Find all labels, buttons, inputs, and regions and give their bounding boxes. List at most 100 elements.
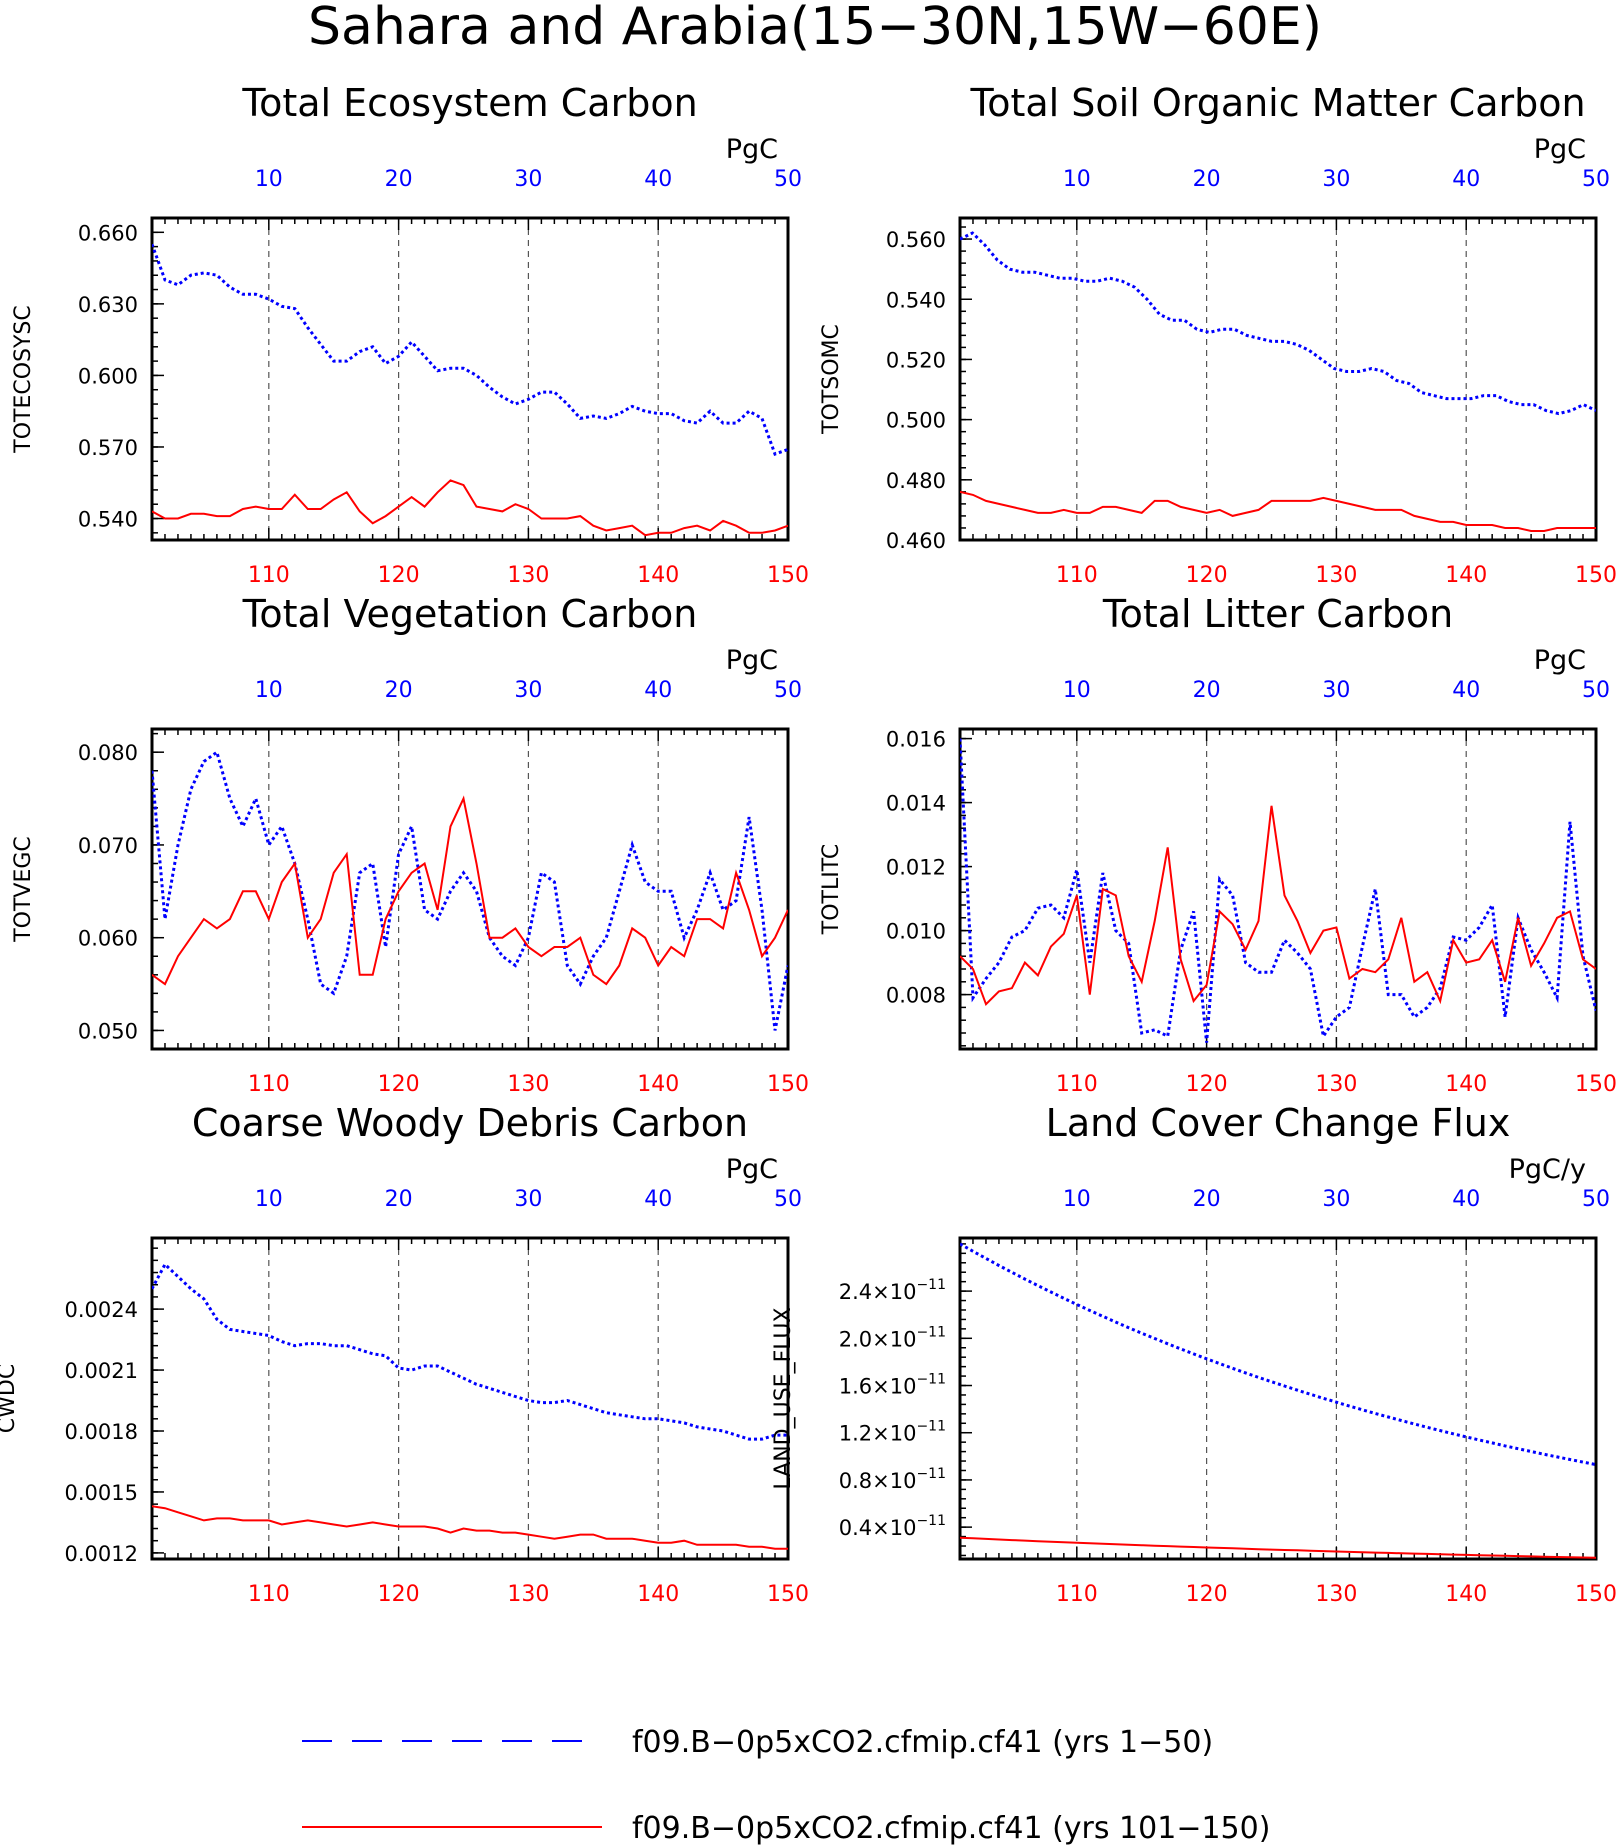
left-tick-label: 0.630: [78, 293, 138, 317]
plot-frame: [152, 218, 788, 540]
bottom-tick-label: 110: [1056, 1072, 1098, 1097]
unit-label: PgC/y: [1509, 1154, 1586, 1185]
top-tick-label: 50: [774, 678, 802, 703]
left-tick-label: 0.600: [78, 364, 138, 388]
left-tick-label: 0.0018: [65, 1420, 138, 1444]
tick-exponent: −11: [916, 1466, 946, 1482]
plot-frame: [960, 1238, 1596, 1559]
bottom-tick-label: 130: [1315, 563, 1357, 588]
tick-mantissa: 1.6×10: [839, 1375, 917, 1399]
left-tick-label: 0.014: [886, 792, 946, 816]
top-tick-label: 40: [644, 678, 672, 703]
bottom-tick-label: 110: [248, 1072, 290, 1097]
left-tick-label: 0.010: [886, 920, 946, 944]
top-tick-label: 40: [1452, 167, 1480, 192]
panel-title: Coarse Woody Debris Carbon: [192, 1101, 748, 1145]
top-tick-label: 10: [255, 678, 283, 703]
top-tick-label: 10: [1063, 1187, 1091, 1212]
chart-panel-3: Total Vegetation Carbon PgC 10 20 30 40 50 110 1…: [11, 592, 809, 1097]
y-axis-label: CWDC: [0, 1364, 20, 1433]
series-line-yrs-101-150: [152, 480, 788, 535]
bottom-tick-label: 140: [1445, 1582, 1487, 1607]
tick-mantissa: 0.8×10: [839, 1469, 917, 1493]
bottom-tick-label: 120: [1186, 563, 1228, 588]
bottom-tick-label: 120: [378, 1072, 420, 1097]
top-tick-label: 30: [1322, 167, 1350, 192]
panel-title: Land Cover Change Flux: [1046, 1101, 1511, 1145]
bottom-tick-label: 130: [1315, 1582, 1357, 1607]
unit-label: PgC: [726, 134, 778, 165]
series-line-yrs-1-50: [152, 1264, 788, 1439]
left-tick-label: 0.050: [78, 1019, 138, 1043]
chart-panel-4: Total Litter Carbon PgC 10 20 30 40 50 110 120 13…: [819, 592, 1617, 1097]
top-tick-label: 30: [514, 167, 542, 192]
top-tick-label: 50: [774, 167, 802, 192]
series-line-yrs-1-50: [960, 1244, 1596, 1465]
panel-title: Total Vegetation Carbon: [242, 592, 698, 636]
left-tick-label: 0.560: [886, 228, 946, 252]
tick-exponent: −11: [916, 1324, 946, 1340]
plot-frame: [152, 1238, 788, 1559]
y-axis-label: TOTSOMC: [819, 324, 844, 435]
left-tick-label: 2.4×10−11: [839, 1277, 946, 1304]
panel-title: Total Litter Carbon: [1102, 592, 1453, 636]
tick-mantissa: 0.4×10: [839, 1516, 917, 1540]
bottom-tick-label: 140: [1445, 1072, 1487, 1097]
top-tick-label: 20: [385, 167, 413, 192]
legend: f09.B−0p5xCO2.cfmip.cf41 (yrs 1−50) f09.…: [302, 1725, 1270, 1846]
tick-exponent: −11: [916, 1513, 946, 1529]
top-tick-label: 10: [255, 167, 283, 192]
bottom-tick-label: 110: [248, 563, 290, 588]
top-tick-label: 10: [1063, 678, 1091, 703]
plot-frame: [960, 218, 1596, 540]
left-tick-label: 0.070: [78, 834, 138, 858]
left-tick-label: 0.060: [78, 927, 138, 951]
top-tick-label: 40: [644, 167, 672, 192]
y-axis-label: TOTLITC: [819, 844, 844, 935]
chart-panel-2: Total Soil Organic Matter Carbon PgC 10 20 3…: [819, 81, 1617, 588]
panel-title: Total Ecosystem Carbon: [241, 81, 697, 125]
top-tick-label: 20: [1193, 1187, 1221, 1212]
top-tick-label: 40: [1452, 678, 1480, 703]
bottom-tick-label: 140: [637, 1072, 679, 1097]
tick-mantissa: 2.4×10: [839, 1280, 917, 1304]
left-tick-label: 0.520: [886, 348, 946, 372]
bottom-tick-label: 120: [378, 563, 420, 588]
top-tick-label: 30: [1322, 678, 1350, 703]
series-line-yrs-1-50: [960, 233, 1596, 414]
series-line-yrs-1-50: [152, 244, 788, 454]
left-tick-label: 0.0021: [65, 1359, 138, 1383]
bottom-tick-label: 130: [507, 1582, 549, 1607]
unit-label: PgC: [1534, 645, 1586, 676]
top-tick-label: 10: [1063, 167, 1091, 192]
series-line-yrs-101-150: [152, 799, 788, 985]
chart-panel-6: Land Cover Change Flux PgC/y 10 20 30 40 50 110…: [771, 1101, 1617, 1607]
panel-title: Total Soil Organic Matter Carbon: [969, 81, 1585, 125]
left-tick-label: 0.0024: [65, 1298, 138, 1322]
tick-exponent: −11: [916, 1372, 946, 1388]
left-tick-label: 0.540: [78, 508, 138, 532]
bottom-tick-label: 140: [637, 563, 679, 588]
top-tick-label: 20: [1193, 678, 1221, 703]
bottom-tick-label: 120: [1186, 1582, 1228, 1607]
bottom-tick-label: 110: [1056, 563, 1098, 588]
left-tick-label: 0.480: [886, 469, 946, 493]
series-line-yrs-101-150: [960, 1538, 1596, 1558]
top-tick-label: 30: [514, 1187, 542, 1212]
bottom-tick-label: 130: [507, 563, 549, 588]
left-tick-label: 2.0×10−11: [839, 1324, 946, 1351]
bottom-tick-label: 150: [767, 1072, 809, 1097]
legend-label-late: f09.B−0p5xCO2.cfmip.cf41 (yrs 101−150): [632, 1811, 1270, 1846]
top-tick-label: 50: [1582, 167, 1610, 192]
top-tick-label: 20: [385, 678, 413, 703]
chart-panel-5: Coarse Woody Debris CarbonPgC10 20 30 40 501…: [0, 1101, 809, 1607]
y-axis-label: TOTECOSYSC: [11, 305, 36, 454]
unit-label: PgC: [1534, 134, 1586, 165]
top-tick-label: 20: [385, 1187, 413, 1212]
left-tick-label: 1.2×10−11: [839, 1419, 946, 1446]
left-tick-label: 0.012: [886, 856, 946, 880]
tick-mantissa: 1.2×10: [839, 1422, 917, 1446]
chart-panel-1: Total Ecosystem Carbon PgC 10 20 30 40 50 110 12…: [11, 81, 809, 588]
left-tick-label: 0.0012: [65, 1542, 138, 1566]
left-tick-label: 0.540: [886, 288, 946, 312]
